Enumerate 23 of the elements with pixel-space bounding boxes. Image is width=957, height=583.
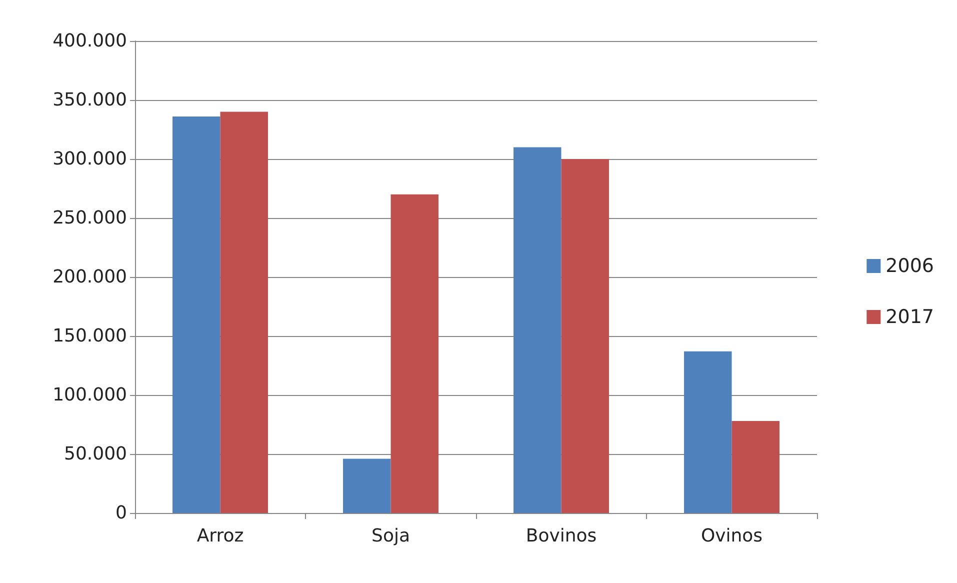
x-tick-label: Bovinos <box>526 526 597 546</box>
y-tick-label: 0 <box>116 502 127 524</box>
bar <box>220 112 268 513</box>
y-tick-label: 300.000 <box>52 148 127 170</box>
bar <box>561 159 609 513</box>
x-tick-label: Ovinos <box>700 526 763 546</box>
y-tick-label: 100.000 <box>52 384 127 406</box>
bar <box>172 116 220 513</box>
bar <box>684 351 732 513</box>
x-tick-label: Arroz <box>196 526 244 546</box>
legend-label: 2017 <box>886 306 934 328</box>
x-tick-label: Soja <box>372 526 410 546</box>
y-tick-label: 350.000 <box>52 90 127 110</box>
legend-label: 2006 <box>886 255 934 277</box>
bar <box>343 458 391 513</box>
bar <box>390 194 438 513</box>
y-tick-label: 150.000 <box>52 326 127 346</box>
y-tick-label: 400.000 <box>52 30 127 52</box>
bar <box>732 420 780 513</box>
y-tick-label: 50.000 <box>64 444 127 464</box>
y-tick-label: 200.000 <box>52 266 127 288</box>
y-tick-label: 250.000 <box>52 208 127 228</box>
bar <box>514 147 562 513</box>
